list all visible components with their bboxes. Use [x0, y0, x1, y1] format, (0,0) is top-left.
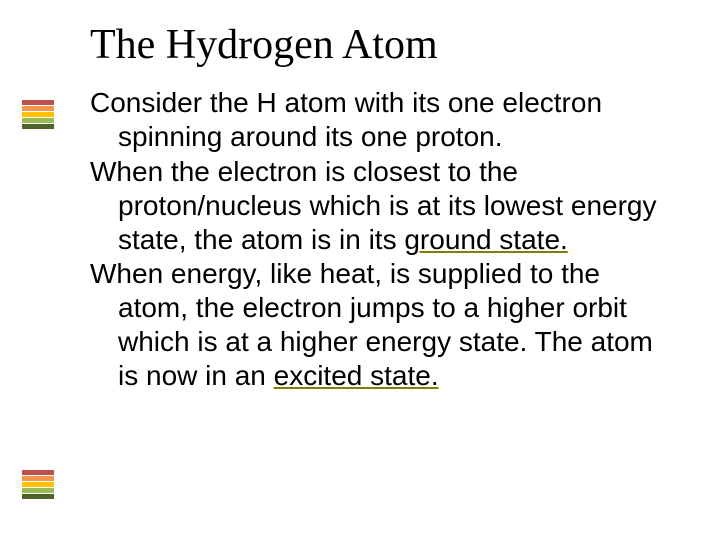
stripe	[22, 482, 54, 487]
decor-stripes-top	[22, 100, 54, 130]
slide: The Hydrogen Atom Consider the H atom wi…	[0, 0, 720, 540]
stripe	[22, 476, 54, 481]
stripe	[22, 112, 54, 117]
paragraph-3: When energy, like heat, is supplied to t…	[90, 257, 670, 394]
term-excited-state: excited state.	[274, 360, 439, 391]
paragraph-2-text: When the electron is closest to the prot…	[90, 156, 657, 255]
decor-stripes-bottom	[22, 470, 54, 500]
slide-title: The Hydrogen Atom	[90, 22, 670, 68]
term-ground-state: ground state.	[404, 224, 567, 255]
stripe	[22, 118, 54, 123]
stripe	[22, 100, 54, 105]
stripe	[22, 494, 54, 499]
stripe	[22, 124, 54, 129]
stripe	[22, 470, 54, 475]
paragraph-2: When the electron is closest to the prot…	[90, 155, 670, 257]
stripe	[22, 488, 54, 493]
stripe	[22, 106, 54, 111]
slide-body: Consider the H atom with its one electro…	[90, 86, 670, 393]
paragraph-1: Consider the H atom with its one electro…	[90, 86, 670, 154]
